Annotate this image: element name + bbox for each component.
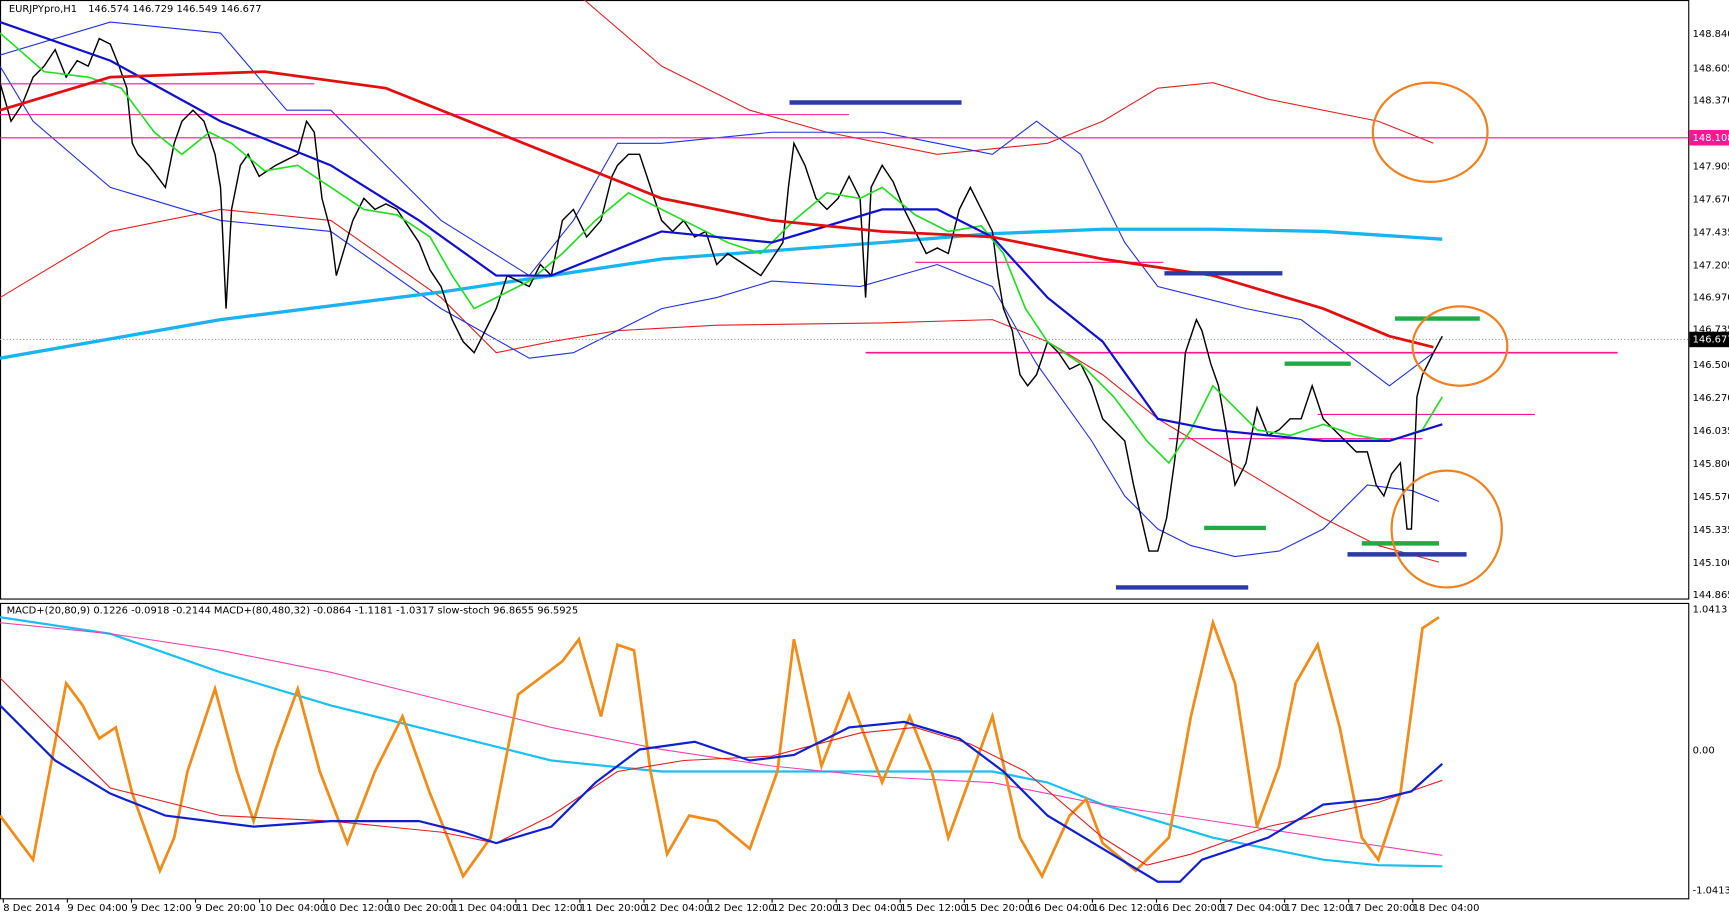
price-axis: 148.840 148.605 148.370 147.905 147.670 … <box>1689 29 1729 601</box>
highlight-circles <box>1371 81 1509 589</box>
price-tick: 146.270 <box>1693 393 1729 404</box>
price-tick: 145.570 <box>1693 492 1729 503</box>
price-tick: 146.035 <box>1693 426 1729 437</box>
time-tick: 13 Dec 04:00 <box>836 903 903 914</box>
price-tick: 145.800 <box>1693 459 1729 470</box>
time-tick: 12 Dec 12:00 <box>708 903 775 914</box>
time-tick: 10 Dec 04:00 <box>260 903 327 914</box>
current-label-box <box>1689 331 1729 348</box>
ma-long <box>0 70 1434 349</box>
time-tick: 15 Dec 12:00 <box>900 903 967 914</box>
band-lower <box>0 65 1440 558</box>
time-tick: 16 Dec 04:00 <box>1028 903 1095 914</box>
indicator-axis: 1.0413 0.00 -1.0413 <box>1693 604 1729 896</box>
time-tick: 10 Dec 20:00 <box>388 903 455 914</box>
line-label-box <box>1689 130 1729 146</box>
price-tick: 148.370 <box>1693 95 1729 106</box>
price-tick: 144.865 <box>1693 590 1729 601</box>
indicator-tick: 0.00 <box>1693 746 1715 757</box>
ma-mid <box>0 21 1443 442</box>
price-tick: 146.970 <box>1693 293 1729 304</box>
time-tick: 15 Dec 20:00 <box>964 903 1031 914</box>
indicator-header: MACD+(20,80,9) 0.1226 -0.0918 -0.2144 MA… <box>7 606 579 617</box>
time-tick: 12 Dec 04:00 <box>644 903 711 914</box>
price-tick: 147.905 <box>1693 161 1729 172</box>
envelope-lower <box>0 208 1440 563</box>
price-tick: 146.735 <box>1693 325 1729 336</box>
envelope-upper <box>584 0 1434 155</box>
symbol: EURJPYpro,H1 <box>9 4 77 15</box>
green-markers <box>1204 316 1480 546</box>
time-tick: 17 Dec 04:00 <box>1221 903 1288 914</box>
main-plot <box>0 0 1689 590</box>
price-tick: 147.435 <box>1693 228 1729 239</box>
time-tick: 9 Dec 12:00 <box>131 903 191 914</box>
price-tick: 145.335 <box>1693 525 1729 536</box>
price-tick: 148.605 <box>1693 63 1729 74</box>
quote: 146.574 146.729 146.549 146.677 <box>88 4 261 15</box>
stochastic <box>0 616 1440 880</box>
time-tick: 9 Dec 20:00 <box>196 903 256 914</box>
price-tick: 145.100 <box>1693 558 1729 569</box>
macd-line <box>0 704 1444 883</box>
main-frame <box>0 0 1690 600</box>
price-tick: 147.670 <box>1693 194 1729 205</box>
indicator-tick: -1.0413 <box>1693 886 1729 897</box>
time-tick: 11 Dec 04:00 <box>452 903 519 914</box>
time-tick: 12 Dec 20:00 <box>772 903 839 914</box>
time-tick: 10 Dec 12:00 <box>324 903 391 914</box>
time-tick: 16 Dec 20:00 <box>1156 903 1223 914</box>
time-axis: 8 Dec 2014 9 Dec 04:00 9 Dec 12:00 9 Dec 20… <box>2 899 1480 914</box>
blue-markers <box>789 100 1467 590</box>
time-tick: 11 Dec 12:00 <box>516 903 583 914</box>
price-tick: 148.840 <box>1693 29 1729 40</box>
current-label: 146.677 <box>1693 334 1729 345</box>
macd-slow <box>0 622 1443 856</box>
macd-signal <box>0 677 1443 866</box>
indicator-tick: 1.0413 <box>1693 604 1728 615</box>
price-tick: 146.500 <box>1693 360 1729 371</box>
price-tick: 147.205 <box>1693 261 1729 272</box>
time-tick: 16 Dec 12:00 <box>1092 903 1159 914</box>
time-tick: 11 Dec 20:00 <box>580 903 647 914</box>
ma-fast <box>0 32 1444 465</box>
time-tick: 8 Dec 2014 <box>3 903 60 914</box>
ma-slow <box>0 227 1443 360</box>
time-tick: 17 Dec 12:00 <box>1285 903 1352 914</box>
time-tick: 9 Dec 04:00 <box>67 903 127 914</box>
line-label: 148.108 <box>1693 133 1729 144</box>
time-tick: 18 Dec 04:00 <box>1413 903 1480 914</box>
indicator-frame <box>0 602 1690 900</box>
indicator-plot <box>0 616 1444 883</box>
time-tick: 17 Dec 20:00 <box>1349 903 1416 914</box>
price-series <box>0 37 1443 552</box>
